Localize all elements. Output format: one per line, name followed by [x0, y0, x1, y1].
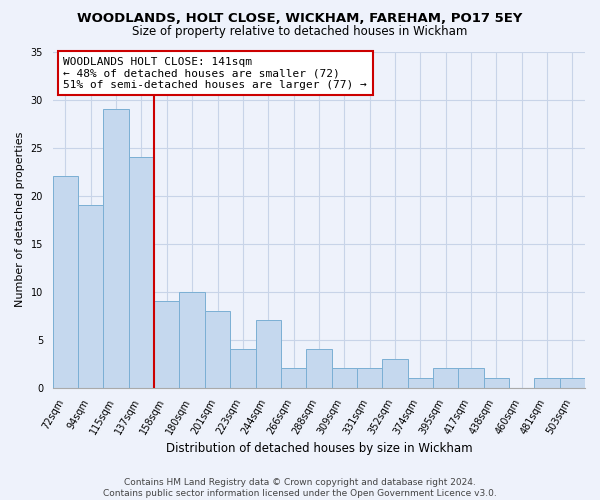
Bar [357, 368, 382, 388]
Bar [230, 349, 256, 388]
Bar [433, 368, 458, 388]
Bar [407, 378, 433, 388]
Bar [281, 368, 306, 388]
Bar [154, 301, 179, 388]
Bar [306, 349, 332, 388]
Bar [53, 176, 78, 388]
Y-axis label: Number of detached properties: Number of detached properties [15, 132, 25, 307]
Bar [484, 378, 509, 388]
Bar [179, 292, 205, 388]
Bar [129, 157, 154, 388]
X-axis label: Distribution of detached houses by size in Wickham: Distribution of detached houses by size … [166, 442, 472, 455]
Text: WOODLANDS, HOLT CLOSE, WICKHAM, FAREHAM, PO17 5EY: WOODLANDS, HOLT CLOSE, WICKHAM, FAREHAM,… [77, 12, 523, 26]
Bar [332, 368, 357, 388]
Bar [560, 378, 585, 388]
Text: Contains HM Land Registry data © Crown copyright and database right 2024.
Contai: Contains HM Land Registry data © Crown c… [103, 478, 497, 498]
Text: Size of property relative to detached houses in Wickham: Size of property relative to detached ho… [133, 25, 467, 38]
Bar [535, 378, 560, 388]
Bar [78, 205, 103, 388]
Bar [382, 359, 407, 388]
Bar [205, 311, 230, 388]
Bar [256, 320, 281, 388]
Text: WOODLANDS HOLT CLOSE: 141sqm
← 48% of detached houses are smaller (72)
51% of se: WOODLANDS HOLT CLOSE: 141sqm ← 48% of de… [64, 56, 367, 90]
Bar [103, 109, 129, 388]
Bar [458, 368, 484, 388]
